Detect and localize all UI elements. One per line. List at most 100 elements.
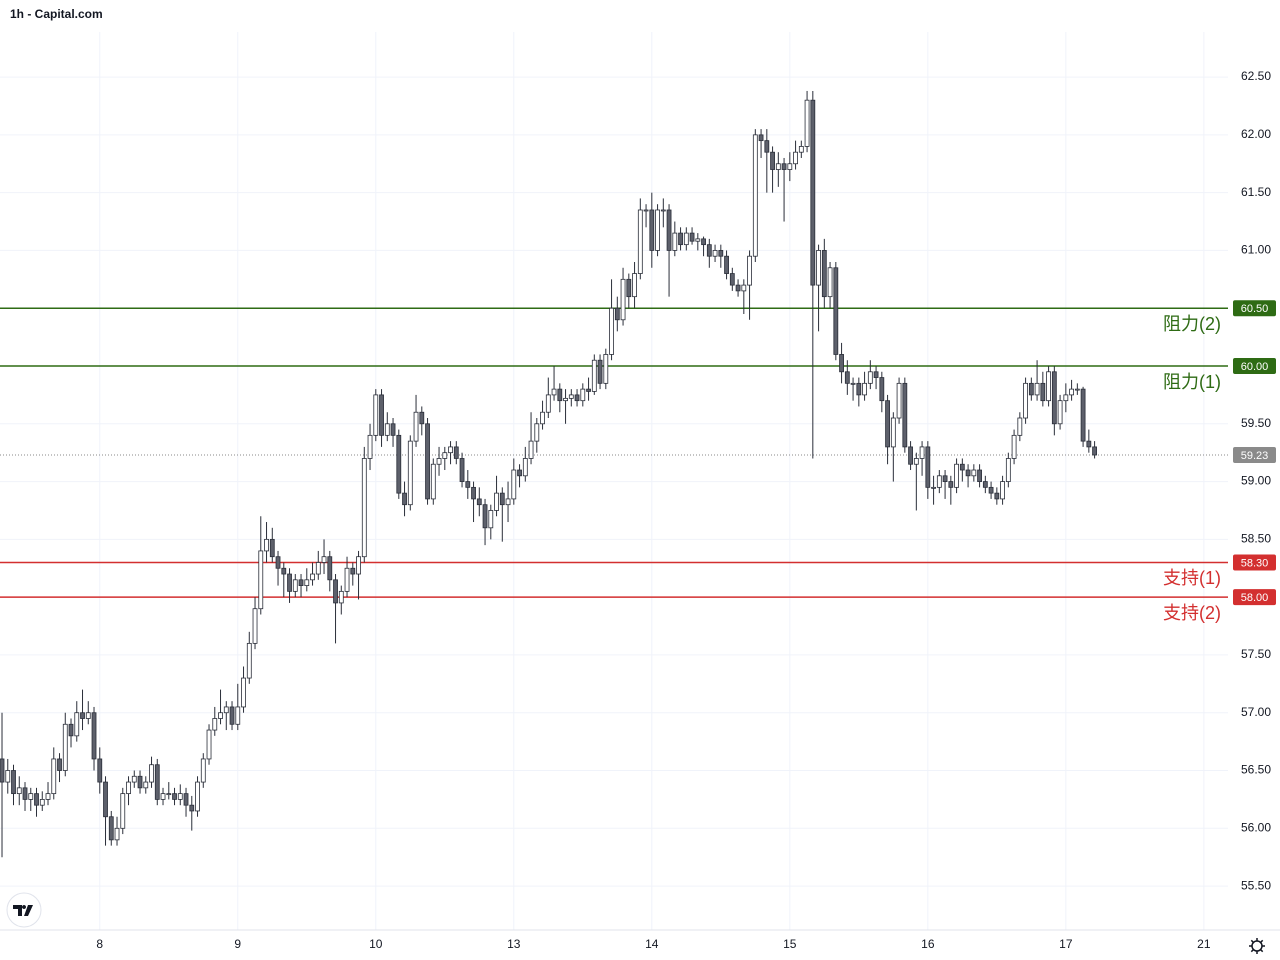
candle-body [258,550,264,610]
candle-body [85,712,91,719]
y-tick-label: 55.50 [1241,878,1271,892]
candle-body [275,556,281,569]
candle-body [396,434,402,494]
candle-body [804,99,810,147]
candle-body [5,770,11,783]
candle-body [563,397,568,402]
candle-body [494,492,499,511]
candle-body [971,469,977,477]
candle-body [781,163,787,170]
candle-body [862,382,867,396]
candle-body [223,706,229,714]
candle-body [689,232,695,242]
candle-body [246,642,252,679]
candle-body [407,440,413,506]
candle-body [517,469,522,477]
gear-teeth[interactable] [1249,938,1265,954]
candle-body [402,492,407,506]
candle-body [367,434,373,459]
candle-body [655,209,660,251]
candle-body [856,382,862,396]
candle-body [91,712,97,760]
y-tick-label: 58.50 [1241,532,1271,546]
candle-body [1046,371,1051,402]
candle-body [482,504,488,529]
candle-body [143,781,149,789]
candle-body [333,579,338,604]
candle-body [39,799,45,806]
candle-body [810,99,816,286]
candle-body [1080,388,1086,442]
candle-body [873,371,879,378]
x-tick-label: 13 [507,937,521,951]
candle-body [867,371,873,384]
candle-body [908,446,913,465]
candle-body [879,377,885,402]
candle-body [34,793,39,806]
candle-body [160,793,166,800]
x-tick-label: 16 [921,937,935,951]
x-tick-label: 17 [1059,937,1073,951]
candle-body [1069,388,1074,396]
candle-body [1000,481,1005,500]
candle-body [476,498,482,506]
candle-body [902,382,908,448]
candle-body [936,475,942,488]
candle-body [511,469,517,500]
candle-body [649,209,655,251]
candle-body [683,232,689,246]
candle-body [637,209,643,274]
candle-body [459,458,465,482]
candle-body [453,446,459,459]
candle-body [131,775,137,783]
candle-body [551,388,557,396]
candle-body [51,758,57,795]
candle-body [752,134,758,257]
candle-body [672,232,678,251]
candle-body [22,787,28,800]
candle-body [252,608,258,644]
candle-body [97,758,103,783]
candle-body [413,411,419,442]
candle-body [425,423,430,500]
candle-body [172,793,177,800]
candle-body [1017,417,1023,436]
candle-body [890,417,896,448]
y-tick-label: 56.00 [1241,820,1271,834]
candle-body [177,793,183,800]
candle-body [1040,382,1046,402]
candle-body [545,394,551,413]
candle-body [678,232,683,246]
candle-body [706,244,712,257]
candle-body [298,579,304,586]
candle-body [528,440,534,459]
price-tag [1233,300,1276,317]
settings-icon[interactable] [1249,938,1265,954]
candle-body [212,718,218,731]
candle-body [68,723,74,737]
candle-body [189,804,195,812]
candle-body [154,764,160,800]
candle-body [57,758,62,771]
candle-body [419,411,425,425]
last-price-tag [1233,446,1276,463]
candle-body [448,446,453,454]
x-tick-label: 15 [783,937,797,951]
candle-body [591,359,597,392]
y-tick-label: 56.50 [1241,763,1271,777]
y-tick-label: 61.50 [1241,185,1271,199]
candle-body [149,764,154,783]
candle-body [183,793,189,806]
price-tag [1233,589,1276,606]
price-tag [1233,554,1276,571]
candle-body [281,567,287,575]
candle-body [626,278,632,298]
candle-body [919,446,925,459]
candle-body [632,273,637,298]
candle-body [241,677,246,708]
candle-body [471,486,476,500]
candle-body [580,388,586,402]
candle-body [574,394,580,402]
candle-body [1057,400,1063,425]
